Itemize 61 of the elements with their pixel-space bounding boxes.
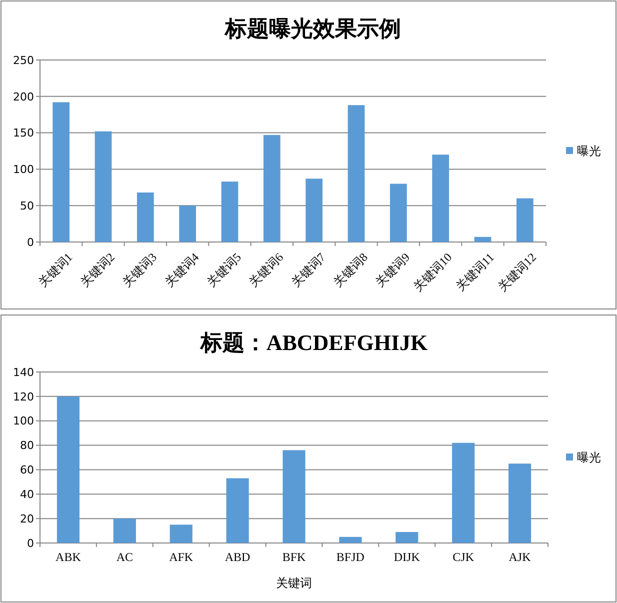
legend-label: 曝光 <box>577 450 601 465</box>
x-tick-label: 关键词12 <box>495 250 539 294</box>
bar <box>396 532 418 543</box>
x-tick-label: ABD <box>224 550 251 564</box>
x-tick-label: 关键词5 <box>204 250 244 290</box>
y-tick-label: 40 <box>20 488 34 501</box>
y-tick-label: 200 <box>13 90 34 104</box>
y-tick-label: 100 <box>13 163 34 176</box>
bar <box>56 396 80 543</box>
bar <box>113 518 136 543</box>
bar <box>339 536 362 543</box>
bar <box>516 198 534 242</box>
x-tick-label: BFJD <box>336 550 365 564</box>
x-tick-label: AJK <box>508 550 532 564</box>
x-tick-label: CJK <box>452 550 474 564</box>
y-tick-label: 50 <box>20 199 34 212</box>
x-tick-label: AFK <box>169 550 194 564</box>
bar <box>226 478 249 543</box>
x-tick-label: 关键词3 <box>120 250 160 290</box>
bar <box>221 182 238 242</box>
x-tick-label: 关键词7 <box>288 250 328 290</box>
x-tick-label: DIJK <box>394 550 420 564</box>
bar <box>136 192 154 242</box>
y-tick-label: 100 <box>13 414 34 428</box>
bar <box>306 178 323 242</box>
chart-title: 标题曝光效果示例 <box>224 16 401 41</box>
x-tick-label: AC <box>116 550 134 564</box>
bar <box>282 450 306 543</box>
x-tick-label: 关键词1 <box>36 250 76 290</box>
x-tick-label: 关键词4 <box>162 250 202 290</box>
x-tick-label: BFK <box>282 550 306 564</box>
y-tick-label: 20 <box>20 512 34 526</box>
y-tick-label: 250 <box>13 54 34 67</box>
bar <box>348 105 365 242</box>
x-tick-label: 关键词9 <box>372 250 412 290</box>
bar <box>179 206 196 242</box>
x-tick-label: 关键词2 <box>78 250 118 290</box>
x-tick-label: 关键词10 <box>410 250 455 294</box>
bar <box>432 154 450 242</box>
y-tick-label: 120 <box>13 390 34 404</box>
y-tick-label: 80 <box>20 439 34 452</box>
x-tick-label: 关键词6 <box>246 250 286 290</box>
bar <box>508 464 532 543</box>
legend-label: 曝光 <box>577 144 601 158</box>
bar <box>94 131 112 242</box>
x-axis-title: 关键词 <box>276 576 312 590</box>
x-tick-label: 关键词8 <box>330 250 370 290</box>
x-tick-label: 关键词11 <box>453 250 497 294</box>
y-tick-label: 0 <box>27 236 34 249</box>
chart-title: 标题：ABCDEFGHIJK <box>199 330 428 355</box>
y-tick-label: 0 <box>27 536 34 550</box>
y-tick-label: 60 <box>20 464 34 477</box>
bar <box>52 102 70 242</box>
bar <box>390 184 407 242</box>
y-tick-label: 140 <box>13 366 34 379</box>
x-tick-label: ABK <box>56 550 82 564</box>
bar <box>263 134 280 242</box>
bar <box>170 524 192 543</box>
bar <box>452 442 475 543</box>
bar <box>474 236 492 242</box>
y-tick-label: 150 <box>13 126 34 140</box>
